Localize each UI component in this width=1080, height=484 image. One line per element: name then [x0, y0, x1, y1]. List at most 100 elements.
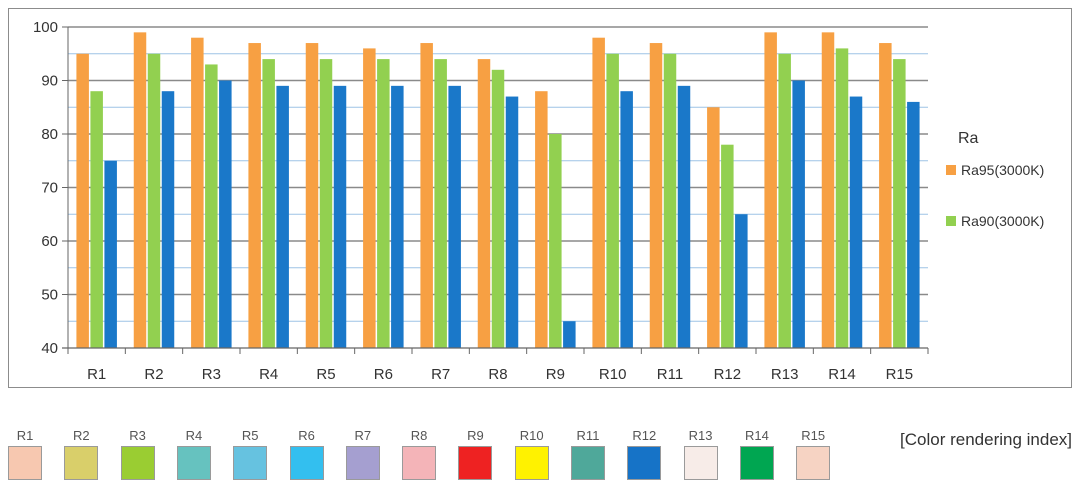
- cri-label-r13: R13: [688, 428, 713, 443]
- cri-item-r5: R5: [233, 428, 268, 480]
- bar-3-r7: [448, 85, 461, 348]
- x-tick-label-r9: R9: [546, 366, 565, 383]
- cri-item-r15: R15: [796, 428, 831, 480]
- bar-3-r13: [792, 80, 805, 348]
- bar-1-r12: [707, 107, 720, 348]
- cri-label-r6: R6: [298, 428, 315, 443]
- legend-swatch-ra95: [946, 165, 956, 175]
- cri-label-r10: R10: [519, 428, 544, 443]
- bar-1-r13: [764, 32, 777, 348]
- cri-swatch-r7: [345, 446, 380, 480]
- y-tick-label: 80: [41, 126, 58, 143]
- x-tick-label-r3: R3: [202, 366, 221, 383]
- cri-swatch-r9: [458, 446, 493, 480]
- cri-swatch-r15: [796, 446, 831, 480]
- cri-swatch-r8: [402, 446, 437, 480]
- bar-1-r5: [305, 43, 319, 349]
- bar-2-r5: [319, 59, 333, 348]
- cri-swatch-r2: [64, 446, 99, 480]
- cri-swatch-r5: [233, 446, 268, 480]
- x-tick-label-r4: R4: [259, 366, 278, 383]
- y-tick-label: 40: [41, 340, 58, 357]
- bar-2-r12: [721, 144, 734, 348]
- x-tick-label-r11: R11: [657, 366, 683, 383]
- y-tick-label: 100: [33, 19, 58, 36]
- bar-1-r2: [133, 32, 147, 348]
- bar-2-r4: [262, 59, 275, 348]
- bar-1-r9: [535, 91, 548, 348]
- cri-label-r8: R8: [410, 428, 428, 443]
- bar-3-r2: [161, 91, 175, 348]
- legend-label-ra95: Ra95(3000K): [961, 162, 1045, 178]
- bar-3-r11: [677, 85, 691, 348]
- cri-label-r15: R15: [801, 428, 826, 443]
- x-tick-label-r7: R7: [431, 366, 450, 383]
- cri-item-r13: R13: [683, 428, 718, 480]
- cri-swatch-r3: [120, 446, 155, 480]
- cri-item-r9: R9: [458, 428, 493, 480]
- cri-label-r11: R11: [576, 428, 600, 443]
- bar-2-r1: [90, 91, 103, 348]
- bar-1-r1: [76, 53, 89, 348]
- cri-swatch-r1: [8, 446, 42, 480]
- cri-item-r7: R7: [345, 428, 380, 480]
- cri-swatch-r12: [627, 446, 662, 480]
- x-tick-label-r12: R12: [714, 366, 742, 383]
- bar-3-r3: [219, 80, 232, 348]
- cri-item-r2: R2: [64, 428, 99, 480]
- cri-item-r14: R14: [739, 428, 774, 480]
- cri-item-r3: R3: [120, 428, 155, 480]
- bar-2-r15: [893, 59, 906, 348]
- bar-3-r5: [333, 85, 347, 348]
- x-tick-label-r2: R2: [144, 366, 163, 383]
- cri-label-r4: R4: [185, 428, 203, 443]
- cri-caption: [Color rendering index]: [900, 430, 1072, 449]
- bar-2-r2: [147, 53, 161, 348]
- legend-label-ra90: Ra90(3000K): [961, 213, 1045, 229]
- cri-label-r1: R1: [16, 428, 34, 443]
- x-tick-label-r10: R10: [599, 366, 627, 383]
- legend-title: Ra: [958, 130, 979, 147]
- x-tick-label-r8: R8: [488, 366, 507, 383]
- bar-1-r11: [649, 43, 663, 349]
- bar-2-r10: [606, 53, 619, 348]
- cri-item-r6: R6: [289, 428, 324, 480]
- cri-swatch-r6: [289, 446, 324, 480]
- bar-3-r15: [907, 101, 920, 349]
- color-rendering-index-strip: [Color rendering index] R1 R2 R3 R4 R5 R6 R7 R8…: [0, 420, 1080, 484]
- bar-3-r14: [849, 96, 863, 348]
- bar-3-r1: [104, 160, 117, 348]
- x-tick-label-r5: R5: [316, 366, 335, 383]
- x-tick-label-r6: R6: [374, 366, 393, 383]
- legend-item-ra95: Ra95(3000K): [946, 162, 1044, 178]
- bar-chart: 40 50 60 70 80 90 100 R1 R2 R3 R4 R5 R6 R7 R8 R9 R10 R11 R…: [33, 19, 929, 383]
- y-tick-label: 90: [41, 73, 58, 90]
- y-tick-label: 70: [41, 180, 58, 197]
- bar-1-r14: [821, 32, 835, 348]
- cri-label-r2: R2: [72, 428, 90, 443]
- bar-2-r9: [549, 134, 562, 348]
- bar-3-r4: [276, 85, 289, 348]
- bar-2-r14: [835, 48, 849, 349]
- bar-1-r10: [592, 37, 605, 348]
- bar-2-r8: [491, 69, 505, 349]
- cri-item-r11: R11: [571, 428, 605, 480]
- cri-swatch-r14: [739, 446, 774, 480]
- x-tick-label-r14: R14: [828, 366, 856, 383]
- cri-item-r1: R1: [8, 428, 42, 480]
- bar-3-r12: [735, 214, 748, 348]
- bar-1-r7: [420, 43, 433, 349]
- cri-item-r12: R12: [627, 428, 662, 480]
- x-tick-label-r13: R13: [771, 366, 799, 383]
- bar-2-r7: [434, 59, 447, 348]
- cri-item-r4: R4: [176, 428, 211, 480]
- chart-frame: [8, 8, 1072, 388]
- legend-swatch-ra90: [946, 216, 956, 226]
- bar-2-r3: [205, 64, 218, 348]
- y-tick-label: 50: [41, 287, 58, 304]
- cri-swatch-r13: [683, 446, 718, 480]
- legend-item-ra90: Ra90(3000K): [946, 213, 1044, 229]
- bar-3-r10: [620, 91, 633, 348]
- bar-2-r13: [778, 53, 791, 348]
- bar-1-r8: [477, 59, 491, 348]
